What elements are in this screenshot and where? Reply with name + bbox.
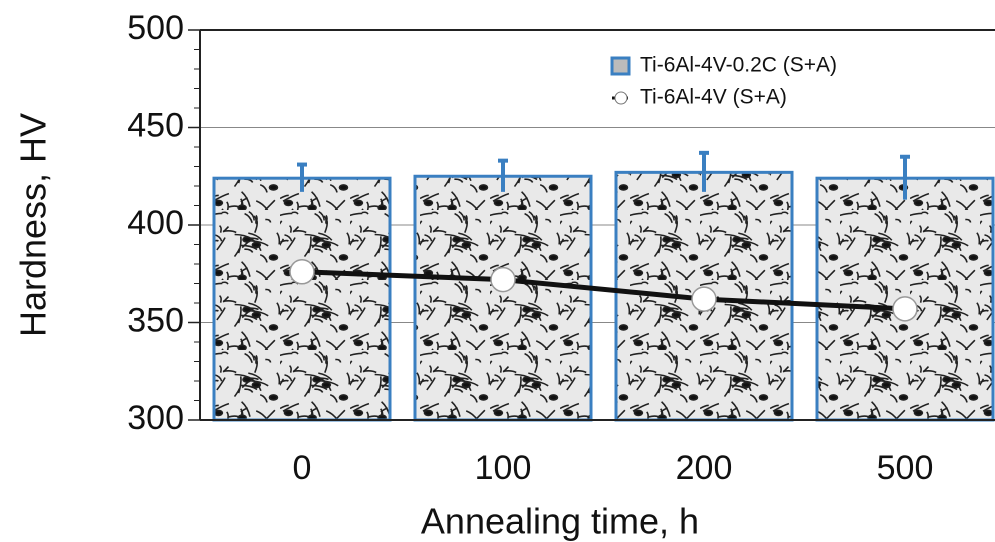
y-tick-label: 350 [127, 301, 184, 339]
legend-marker [614, 91, 628, 105]
y-tick-label: 500 [127, 9, 184, 47]
marker [892, 296, 918, 322]
legend-swatch [610, 56, 631, 76]
bar [212, 176, 392, 422]
bar [413, 174, 593, 422]
legend-label: Ti-6Al-4V (S+A) [640, 86, 787, 109]
line [301, 269, 906, 312]
bar [614, 170, 794, 422]
y-axis-title: Hardness, HV [13, 113, 54, 337]
x-axis-title: Annealing time, h [421, 501, 699, 542]
plot-area [200, 29, 995, 422]
legend-label: Ti-6Al-4V-0.2C (S+A) [640, 54, 837, 77]
y-tick-label: 400 [127, 204, 184, 242]
x-tick-label: 0 [293, 449, 312, 487]
x-tick-label: 200 [676, 449, 733, 487]
y-tick-label: 300 [127, 399, 184, 437]
marker [490, 266, 516, 293]
y-tick-label: 450 [127, 106, 184, 144]
marker [289, 259, 315, 285]
marker [691, 286, 717, 312]
x-tick-label: 500 [877, 449, 934, 487]
x-tick-label: 100 [475, 449, 532, 487]
